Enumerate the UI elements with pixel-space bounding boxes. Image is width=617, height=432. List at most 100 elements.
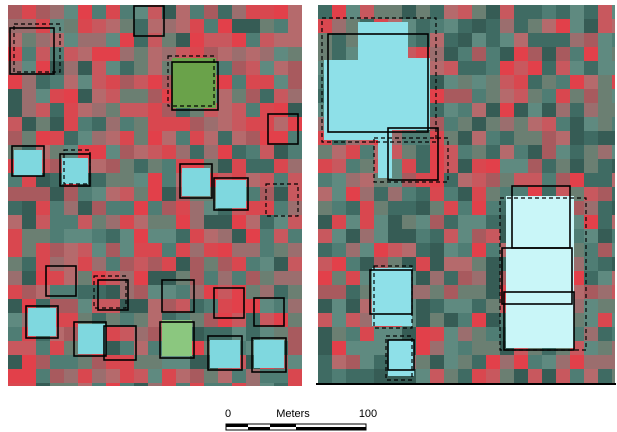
pixel <box>22 383 36 386</box>
pixel <box>8 341 22 355</box>
pixel <box>274 117 288 131</box>
pixel <box>92 229 106 243</box>
pixel <box>204 271 218 285</box>
pixel <box>360 187 374 201</box>
pixel <box>458 257 472 271</box>
pixel <box>416 271 430 285</box>
pixel <box>78 61 92 75</box>
pixel <box>360 355 374 369</box>
pixel <box>346 187 360 201</box>
pixel <box>120 89 134 103</box>
pixel <box>318 145 332 159</box>
pixel <box>246 271 260 285</box>
pixel <box>444 33 458 47</box>
pixel <box>232 33 246 47</box>
pixel <box>176 229 190 243</box>
pixel <box>486 313 500 327</box>
pixel <box>360 159 374 173</box>
pixel <box>162 131 176 145</box>
pixel <box>50 75 64 89</box>
pixel <box>50 103 64 117</box>
pixel <box>50 61 64 75</box>
pixel <box>78 5 92 19</box>
pixel <box>78 243 92 257</box>
pixel <box>22 369 36 383</box>
pixel <box>500 75 514 89</box>
pixel <box>444 19 458 33</box>
pixel <box>78 285 92 299</box>
pixel <box>444 341 458 355</box>
pixel <box>584 89 598 103</box>
pixel <box>598 173 612 187</box>
object <box>14 150 42 176</box>
pixel <box>318 313 332 327</box>
pixel <box>612 327 615 341</box>
pixel <box>612 131 615 145</box>
pixel <box>430 75 444 89</box>
pixel <box>556 47 570 61</box>
pixel <box>218 75 232 89</box>
pixel <box>22 187 36 201</box>
pixel <box>176 145 190 159</box>
pixel <box>190 383 204 386</box>
pixel <box>36 257 50 271</box>
pixel <box>288 313 302 327</box>
pixel <box>134 229 148 243</box>
pixel <box>346 355 360 369</box>
pixel <box>486 33 500 47</box>
pixel <box>274 257 288 271</box>
pixel <box>204 33 218 47</box>
pixel <box>486 61 500 75</box>
pixel <box>8 103 22 117</box>
pixel <box>232 103 246 117</box>
pixel <box>64 201 78 215</box>
pixel <box>274 299 288 313</box>
pixel <box>346 145 360 159</box>
pixel <box>260 173 274 187</box>
pixel <box>232 131 246 145</box>
pixel <box>134 33 148 47</box>
pixel <box>598 89 612 103</box>
pixel <box>190 369 204 383</box>
pixel <box>486 75 500 89</box>
pixel <box>64 117 78 131</box>
pixel <box>514 173 528 187</box>
pixel <box>148 61 162 75</box>
pixel <box>402 145 416 159</box>
pixel <box>176 33 190 47</box>
pixel <box>514 33 528 47</box>
pixel <box>416 285 430 299</box>
object <box>162 320 192 356</box>
pixel <box>204 285 218 299</box>
pixel <box>8 117 22 131</box>
scale-bar: 0 Meters 100 <box>225 408 377 430</box>
pixel <box>584 61 598 75</box>
pixel <box>8 285 22 299</box>
pixel <box>570 369 584 383</box>
pixel <box>612 19 615 33</box>
pixel <box>570 355 584 369</box>
pixel <box>260 257 274 271</box>
pixel <box>612 173 615 187</box>
pixel <box>612 341 615 355</box>
pixel <box>486 327 500 341</box>
pixel <box>360 313 374 327</box>
pixel <box>232 159 246 173</box>
pixel <box>204 257 218 271</box>
pixel <box>190 229 204 243</box>
pixel <box>472 145 486 159</box>
pixel <box>64 89 78 103</box>
pixel <box>584 117 598 131</box>
pixel <box>430 341 444 355</box>
pixel <box>162 271 176 285</box>
pixel <box>134 173 148 187</box>
pixel <box>416 159 430 173</box>
pixel <box>332 215 346 229</box>
pixel <box>360 173 374 187</box>
pixel <box>444 313 458 327</box>
pixel <box>472 33 486 47</box>
pixel <box>598 47 612 61</box>
pixel <box>388 243 402 257</box>
pixel <box>106 47 120 61</box>
pixel <box>64 299 78 313</box>
